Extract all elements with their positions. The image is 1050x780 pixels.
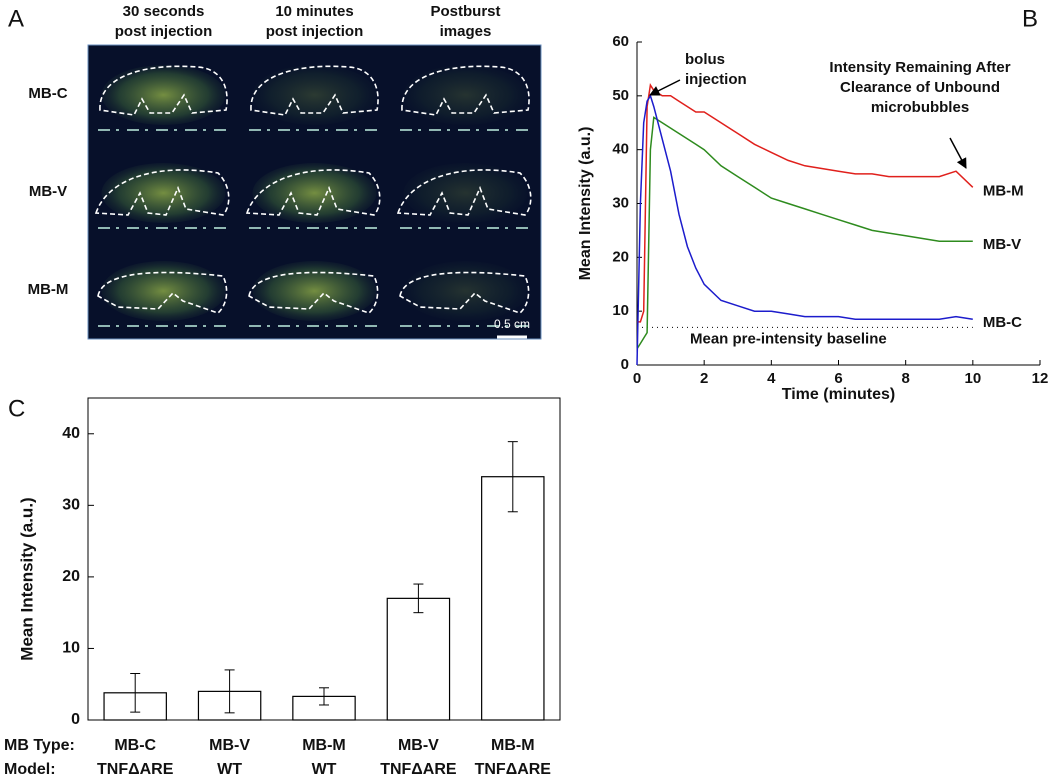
annotation-arrow <box>649 79 681 96</box>
annotation: Clearance of Unbound <box>840 79 1000 96</box>
x-tick-label: 12 <box>1032 370 1049 387</box>
y-tick-label: 40 <box>62 425 80 442</box>
y-tick-label: 40 <box>612 141 629 158</box>
roi-outline <box>248 271 379 314</box>
roi-outline <box>396 169 532 216</box>
tissue-signal <box>252 261 377 321</box>
roi-outline <box>97 271 228 314</box>
row-header: MB Type: <box>4 737 75 754</box>
series-label: MB-M <box>983 182 1024 199</box>
model-label: WT <box>312 761 337 778</box>
x-tick-label: 0 <box>633 370 641 387</box>
x-axis-title: Time (minutes) <box>782 386 896 403</box>
roi-outline <box>250 65 379 116</box>
tissue-signal <box>252 65 377 125</box>
model-label: TNFΔARE <box>97 761 174 778</box>
annotation: injection <box>685 71 747 88</box>
panel-label: A <box>8 5 24 32</box>
tissue-signal <box>101 65 226 125</box>
bar <box>481 476 545 721</box>
y-tick-label: 60 <box>612 33 629 50</box>
y-axis-title: Mean Intensity (a.u.) <box>577 127 594 281</box>
row-label: MB-C <box>28 85 67 102</box>
x-tick-label: MB-V <box>209 737 250 754</box>
y-tick-label: 20 <box>62 568 80 585</box>
y-tick-label: 30 <box>62 497 80 514</box>
y-tick-label: 10 <box>612 302 629 319</box>
column-header: images <box>440 23 492 40</box>
series-line <box>636 116 973 350</box>
row-header: Model: <box>4 761 56 778</box>
panel-label: C <box>8 395 25 422</box>
baseline-label: Mean pre-intensity baseline <box>690 330 887 347</box>
roi-outline <box>99 65 228 116</box>
annotation: microbubbles <box>871 99 969 116</box>
row-label: MB-V <box>29 183 67 200</box>
x-tick-label: 2 <box>700 370 708 387</box>
y-tick-label: 50 <box>612 87 629 104</box>
tissue-signal <box>403 65 528 125</box>
column-header: 10 minutes <box>275 3 353 20</box>
roi-outline <box>245 169 381 216</box>
x-tick-label: 10 <box>964 370 981 387</box>
x-tick-label: 6 <box>834 370 842 387</box>
column-header: post injection <box>266 23 364 40</box>
tissue-signal <box>101 261 226 321</box>
series-line <box>637 83 974 323</box>
model-label: TNFΔARE <box>380 761 457 778</box>
y-tick-label: 0 <box>71 711 80 728</box>
x-tick-label: MB-C <box>114 737 156 754</box>
roi-outline <box>94 169 230 216</box>
series-label: MB-V <box>983 236 1021 253</box>
y-tick-label: 10 <box>62 640 80 657</box>
tissue-signal <box>403 261 528 321</box>
x-tick-label: 4 <box>767 370 776 387</box>
y-tick-label: 30 <box>612 194 629 211</box>
column-header: 30 seconds <box>123 3 205 20</box>
series-label: MB-C <box>983 314 1022 331</box>
column-header: Postburst <box>430 3 500 20</box>
annotation: Intensity Remaining After <box>829 59 1010 76</box>
roi-outline <box>401 65 530 116</box>
y-tick-label: 0 <box>621 356 629 373</box>
bar <box>386 597 451 721</box>
scale-bar-label: 0.5 cm <box>494 317 530 331</box>
model-label: WT <box>217 761 242 778</box>
x-tick-label: MB-V <box>398 737 439 754</box>
annotation: bolus <box>685 51 725 68</box>
row-label: MB-M <box>28 281 69 298</box>
panel-label: B <box>1022 5 1038 32</box>
y-tick-label: 20 <box>612 248 629 265</box>
column-header: post injection <box>115 23 213 40</box>
x-tick-label: MB-M <box>302 737 346 754</box>
annotation-arrow <box>949 137 967 169</box>
x-tick-label: 8 <box>901 370 909 387</box>
model-label: TNFΔARE <box>475 761 552 778</box>
y-axis-title: Mean Intensity (a.u.) <box>17 497 36 660</box>
series-line <box>636 94 973 366</box>
x-tick-label: MB-M <box>491 737 535 754</box>
roi-outline <box>399 271 530 314</box>
